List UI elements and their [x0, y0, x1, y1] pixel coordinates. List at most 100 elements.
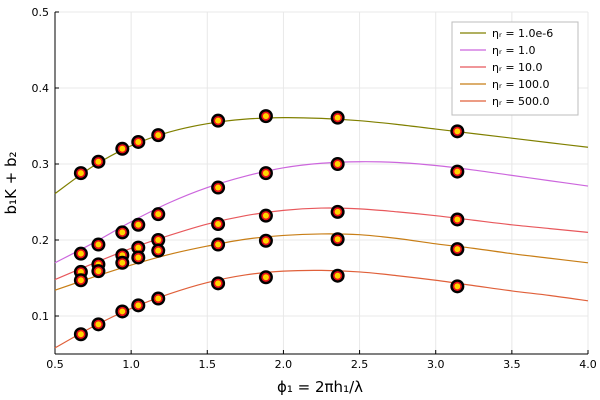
- data-point-marker: [131, 298, 146, 313]
- data-point-marker: [131, 240, 146, 255]
- data-point-marker: [73, 166, 88, 181]
- marker-center-dot: [135, 221, 142, 228]
- data-point-marker: [115, 304, 130, 319]
- data-point-marker: [450, 164, 465, 179]
- data-point-marker: [91, 264, 106, 279]
- marker-center-dot: [215, 184, 222, 191]
- data-point-marker: [151, 291, 166, 306]
- marker-center-dot: [262, 170, 269, 177]
- data-point-marker: [115, 255, 130, 270]
- marker-center-dot: [262, 274, 269, 281]
- series-line: [54, 117, 589, 195]
- data-point-marker: [211, 237, 226, 252]
- marker-center-dot: [119, 308, 126, 315]
- data-point-marker: [73, 327, 88, 342]
- marker-center-dot: [334, 114, 341, 121]
- lines-layer: [54, 117, 589, 349]
- ticks-layer: 0.5 1.0 1.5 2.0 2.5 3.0 3.5 4.0 0.1 0.2 0.3 0.4 0.5: [32, 6, 597, 371]
- y-tick-label: 0.3: [32, 158, 50, 171]
- x-tick-label: 3.5: [503, 358, 521, 371]
- marker-center-dot: [77, 331, 84, 338]
- marker-center-dot: [119, 229, 126, 236]
- data-point-marker: [151, 243, 166, 258]
- series-line: [54, 161, 589, 264]
- marker-center-dot: [95, 321, 102, 328]
- marker-center-dot: [454, 283, 461, 290]
- data-point-marker: [330, 268, 345, 283]
- data-point-marker: [131, 250, 146, 265]
- x-tick-label: 1.0: [122, 358, 140, 371]
- data-point-marker: [450, 279, 465, 294]
- marker-center-dot: [334, 161, 341, 167]
- data-point-marker: [450, 124, 465, 139]
- marker-center-dot: [262, 212, 269, 219]
- data-point-marker: [450, 212, 465, 227]
- data-point-marker: [258, 233, 273, 248]
- y-axis-label: b₁K + b₂: [2, 151, 20, 214]
- marker-center-dot: [215, 241, 222, 248]
- marker-center-dot: [454, 246, 461, 253]
- data-point-marker: [211, 113, 226, 128]
- marker-center-dot: [334, 272, 341, 279]
- marker-center-dot: [77, 170, 84, 177]
- legend-label: ηᵣ = 10.0: [492, 61, 543, 74]
- marker-center-dot: [135, 244, 142, 251]
- data-point-marker: [211, 276, 226, 291]
- marker-center-dot: [454, 216, 461, 223]
- data-point-marker: [151, 128, 166, 143]
- marker-center-dot: [135, 138, 142, 145]
- x-axis-label: ϕ₁ = 2πh₁/λ: [277, 378, 363, 396]
- marker-center-dot: [262, 113, 269, 120]
- data-point-marker: [258, 109, 273, 124]
- marker-center-dot: [454, 128, 461, 135]
- marker-center-dot: [215, 117, 222, 124]
- marker-center-dot: [135, 254, 142, 261]
- data-point-marker: [330, 157, 345, 171]
- marker-center-dot: [155, 211, 162, 218]
- marker-center-dot: [155, 295, 162, 302]
- marker-center-dot: [95, 241, 102, 248]
- data-point-marker: [151, 207, 166, 222]
- data-point-marker: [115, 141, 130, 156]
- legend-box: [451, 21, 579, 116]
- marker-center-dot: [77, 250, 84, 257]
- x-tick-label: 2.0: [275, 358, 293, 371]
- data-point-marker: [450, 242, 465, 257]
- marker-center-dot: [135, 302, 142, 309]
- x-tick-label: 2.5: [351, 358, 369, 371]
- marker-center-dot: [262, 237, 269, 244]
- data-point-marker: [258, 270, 273, 285]
- axes-layer: [54, 12, 588, 355]
- points-layer: [73, 109, 465, 342]
- grid-layer: [54, 11, 589, 354]
- marker-center-dot: [77, 268, 84, 275]
- data-point-marker: [131, 134, 146, 149]
- legend-label: ηᵣ = 1.0: [492, 44, 536, 57]
- data-point-marker: [73, 246, 88, 261]
- marker-center-dot: [155, 132, 162, 139]
- marker-center-dot: [77, 277, 84, 284]
- data-point-marker: [258, 208, 273, 223]
- y-tick-label: 0.5: [32, 6, 50, 19]
- y-tick-label: 0.4: [32, 82, 50, 95]
- marker-center-dot: [119, 145, 126, 152]
- marker-center-dot: [334, 236, 341, 243]
- data-point-marker: [330, 232, 345, 247]
- legend-label: ηᵣ = 100.0: [492, 78, 550, 91]
- data-point-marker: [330, 204, 345, 219]
- marker-center-dot: [95, 158, 102, 165]
- data-point-marker: [151, 233, 166, 247]
- data-point-marker: [258, 166, 273, 181]
- legend-label: ηᵣ = 500.0: [492, 95, 550, 108]
- x-tick-label: 0.5: [46, 358, 64, 371]
- marker-center-dot: [454, 168, 461, 175]
- data-point-marker: [91, 317, 106, 332]
- x-tick-label: 3.0: [427, 358, 445, 371]
- data-point-marker: [330, 110, 345, 125]
- marker-center-dot: [95, 268, 102, 275]
- legend: ηᵣ = 1.0e-6 ηᵣ = 1.0 ηᵣ = 10.0 ηᵣ = 100.0 ηᵣ…: [451, 21, 579, 116]
- marker-center-dot: [155, 237, 162, 243]
- data-point-marker: [115, 225, 130, 240]
